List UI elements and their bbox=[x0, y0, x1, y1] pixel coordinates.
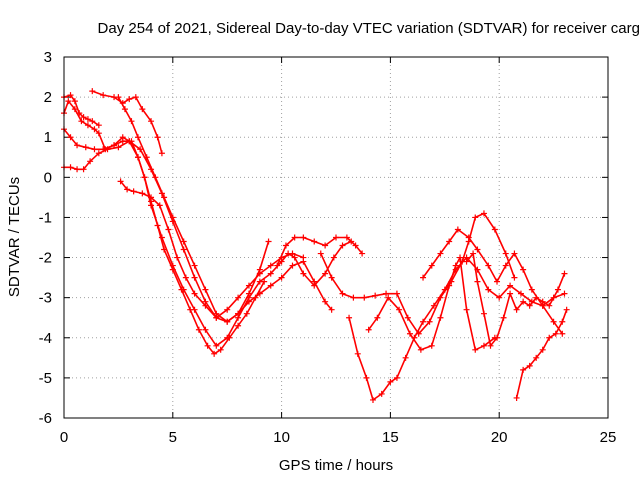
series-arc-12 bbox=[420, 226, 566, 337]
chart-title: Day 254 of 2021, Sidereal Day-to-day VTE… bbox=[98, 20, 640, 37]
series-arc-14 bbox=[513, 306, 570, 401]
y-tick-label: 2 bbox=[44, 89, 52, 106]
y-tick-label: -5 bbox=[39, 370, 52, 387]
y-tick-label: -2 bbox=[39, 250, 52, 267]
y-tick-label: 1 bbox=[44, 129, 52, 146]
y-tick-labels: -6 -5 -4 -3 -2 -1 0 1 2 3 bbox=[39, 49, 52, 427]
x-tick-label: 0 bbox=[60, 429, 68, 446]
series-arc-6 bbox=[115, 94, 272, 325]
x-tick-label: 25 bbox=[600, 429, 617, 446]
series-arc-7 bbox=[117, 178, 335, 325]
data-point-markers bbox=[117, 178, 335, 325]
series-line bbox=[515, 308, 568, 399]
x-tick-labels: 0 5 10 15 20 25 bbox=[60, 429, 617, 446]
data-point-markers bbox=[420, 226, 566, 337]
series-line bbox=[348, 256, 566, 401]
data-point-markers bbox=[346, 254, 568, 403]
series-layer bbox=[61, 88, 570, 403]
series-line bbox=[119, 180, 333, 323]
y-tick-label: -1 bbox=[39, 209, 52, 226]
series-line bbox=[91, 90, 163, 155]
x-tick-label: 10 bbox=[273, 429, 290, 446]
x-tick-label: 15 bbox=[382, 429, 399, 446]
y-axis-label: SDTVAR / TECUs bbox=[6, 177, 23, 297]
data-point-markers bbox=[463, 250, 568, 349]
series-line bbox=[422, 228, 564, 335]
series-arc-1 bbox=[61, 126, 355, 349]
series-arc-10 bbox=[346, 254, 568, 403]
series-line bbox=[276, 236, 363, 267]
series-line bbox=[63, 100, 266, 355]
data-point-markers bbox=[365, 254, 498, 353]
x-tick-label: 20 bbox=[491, 429, 508, 446]
data-point-markers bbox=[61, 126, 355, 349]
series-arc-11 bbox=[365, 254, 498, 353]
x-tick-label: 5 bbox=[169, 429, 177, 446]
y-tick-label: 3 bbox=[44, 49, 52, 66]
y-tick-label: -4 bbox=[39, 330, 52, 347]
series-line bbox=[319, 212, 516, 335]
series-arc-8 bbox=[274, 234, 366, 269]
y-tick-label: -6 bbox=[39, 410, 52, 427]
data-point-markers bbox=[89, 88, 165, 157]
y-tick-label: 0 bbox=[44, 169, 52, 186]
data-point-markers bbox=[274, 234, 366, 269]
y-tick-label: -3 bbox=[39, 290, 52, 307]
series-line bbox=[465, 252, 566, 347]
series-arc-13 bbox=[463, 250, 568, 349]
series-arc-3 bbox=[61, 98, 268, 357]
x-axis-label: GPS time / hours bbox=[279, 457, 393, 474]
plot-frame bbox=[63, 56, 609, 419]
series-line bbox=[63, 128, 353, 347]
data-point-markers bbox=[513, 306, 570, 401]
series-arc-5 bbox=[89, 88, 165, 157]
